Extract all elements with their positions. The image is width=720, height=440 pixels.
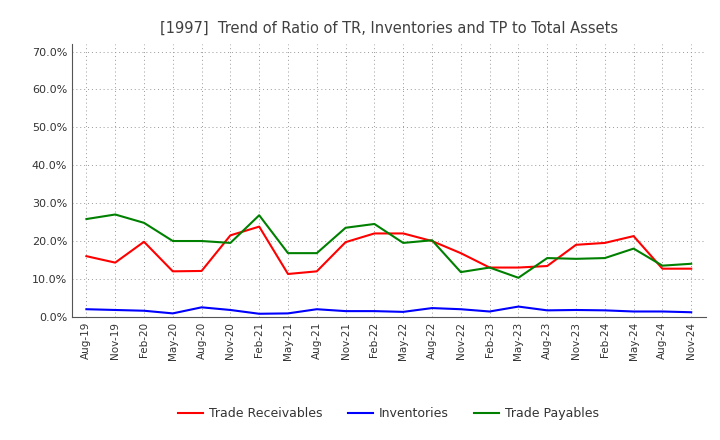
- Trade Payables: [658, 263, 667, 268]
- Trade Receivables: [543, 264, 552, 269]
- Trade Receivables: [629, 234, 638, 239]
- Inventories: [600, 308, 609, 313]
- Trade Payables: [111, 212, 120, 217]
- Trade Payables: [687, 261, 696, 266]
- Inventories: [312, 307, 321, 312]
- Inventories: [255, 311, 264, 316]
- Inventories: [687, 310, 696, 315]
- Trade Payables: [255, 213, 264, 218]
- Trade Payables: [82, 216, 91, 222]
- Trade Payables: [140, 220, 148, 225]
- Trade Receivables: [399, 231, 408, 236]
- Trade Payables: [168, 238, 177, 244]
- Inventories: [197, 304, 206, 310]
- Trade Receivables: [456, 250, 465, 256]
- Trade Payables: [600, 256, 609, 261]
- Trade Payables: [226, 240, 235, 246]
- Line: Inventories: Inventories: [86, 307, 691, 314]
- Trade Receivables: [255, 224, 264, 229]
- Trade Payables: [428, 238, 436, 243]
- Legend: Trade Receivables, Inventories, Trade Payables: Trade Receivables, Inventories, Trade Pa…: [174, 402, 604, 425]
- Inventories: [82, 307, 91, 312]
- Title: [1997]  Trend of Ratio of TR, Inventories and TP to Total Assets: [1997] Trend of Ratio of TR, Inventories…: [160, 21, 618, 36]
- Trade Payables: [312, 250, 321, 256]
- Trade Receivables: [226, 233, 235, 238]
- Trade Receivables: [600, 240, 609, 246]
- Trade Receivables: [658, 266, 667, 271]
- Trade Payables: [485, 265, 494, 270]
- Inventories: [399, 309, 408, 315]
- Inventories: [456, 307, 465, 312]
- Trade Payables: [629, 246, 638, 251]
- Trade Receivables: [312, 269, 321, 274]
- Inventories: [370, 308, 379, 314]
- Inventories: [514, 304, 523, 309]
- Inventories: [140, 308, 148, 313]
- Trade Payables: [284, 250, 292, 256]
- Trade Payables: [543, 256, 552, 261]
- Trade Receivables: [572, 242, 580, 247]
- Trade Receivables: [341, 239, 350, 245]
- Trade Receivables: [140, 239, 148, 244]
- Trade Payables: [370, 221, 379, 227]
- Trade Receivables: [111, 260, 120, 265]
- Trade Receivables: [485, 265, 494, 270]
- Trade Receivables: [82, 253, 91, 259]
- Inventories: [629, 309, 638, 314]
- Inventories: [168, 311, 177, 316]
- Inventories: [226, 307, 235, 312]
- Trade Receivables: [687, 266, 696, 271]
- Line: Trade Receivables: Trade Receivables: [86, 227, 691, 274]
- Line: Trade Payables: Trade Payables: [86, 214, 691, 278]
- Trade Payables: [197, 238, 206, 244]
- Inventories: [572, 307, 580, 312]
- Inventories: [341, 308, 350, 314]
- Trade Receivables: [370, 231, 379, 236]
- Inventories: [658, 309, 667, 314]
- Trade Payables: [456, 269, 465, 275]
- Inventories: [485, 309, 494, 314]
- Trade Receivables: [168, 269, 177, 274]
- Trade Payables: [399, 240, 408, 246]
- Trade Receivables: [428, 238, 436, 244]
- Trade Payables: [572, 256, 580, 261]
- Trade Payables: [341, 225, 350, 231]
- Trade Receivables: [514, 265, 523, 270]
- Trade Receivables: [197, 268, 206, 274]
- Inventories: [284, 311, 292, 316]
- Inventories: [543, 308, 552, 313]
- Inventories: [111, 307, 120, 312]
- Inventories: [428, 305, 436, 311]
- Trade Payables: [514, 275, 523, 280]
- Trade Receivables: [284, 271, 292, 277]
